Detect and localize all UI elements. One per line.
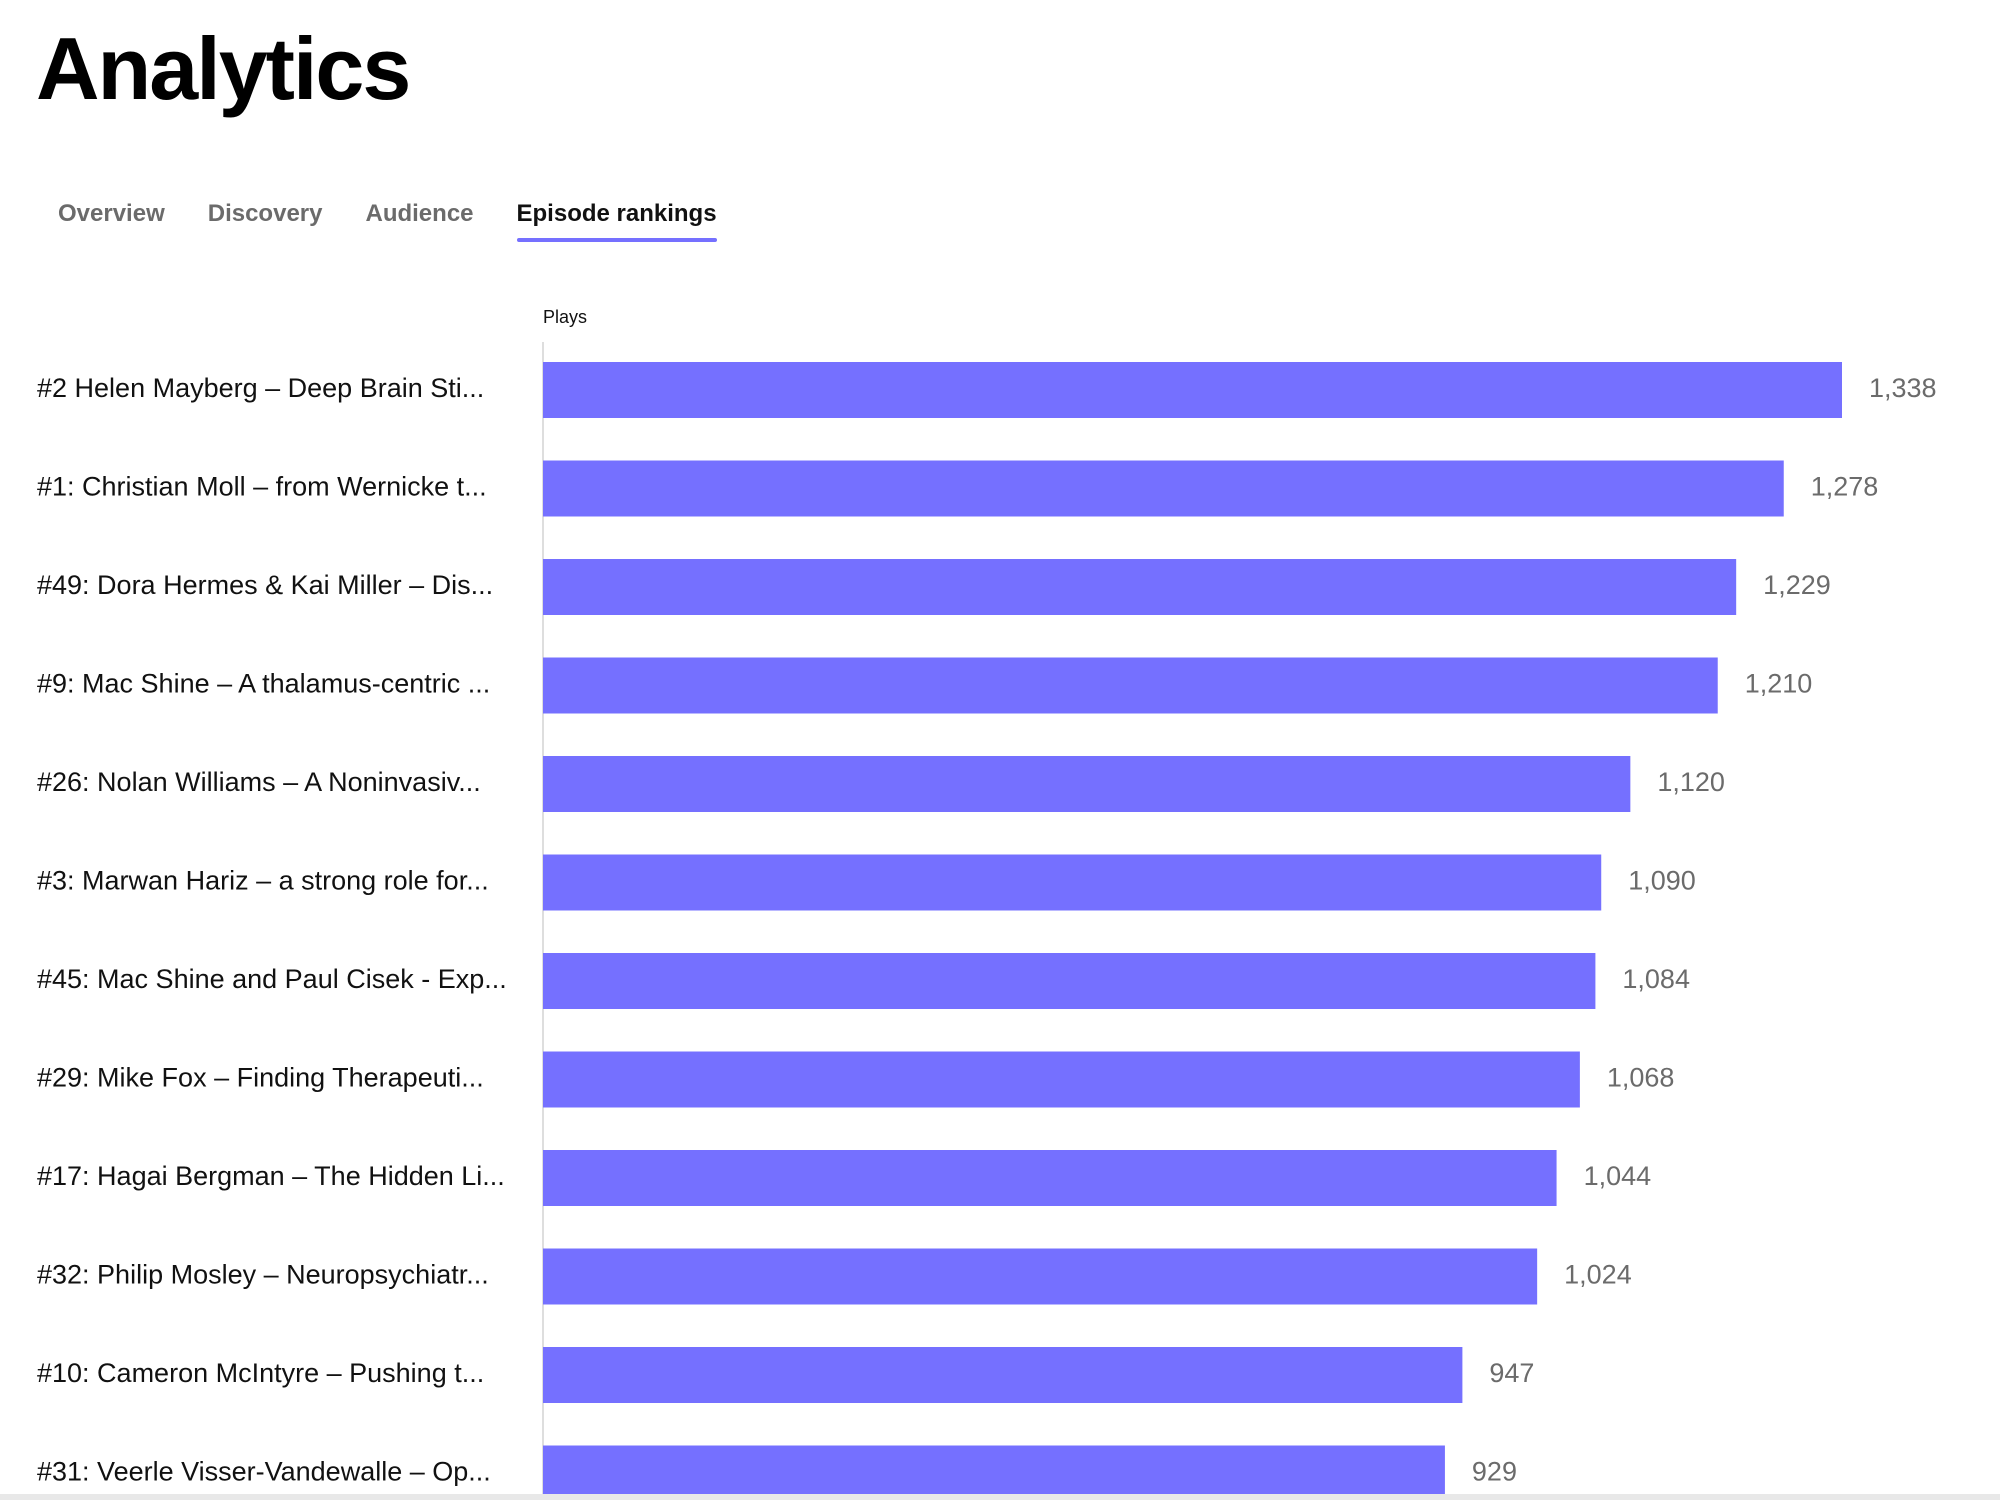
episode-label: #49: Dora Hermes & Kai Miller – Dis... [37, 570, 493, 600]
plays-value-label: 1,338 [1869, 373, 1937, 403]
plays-bar[interactable] [543, 1248, 1538, 1305]
episode-label: #1: Christian Moll – from Wernicke t... [37, 472, 487, 502]
chart-axis-label: Plays [543, 307, 588, 327]
plays-bar[interactable] [543, 854, 1602, 911]
analytics-tabs: Overview Discovery Audience Episode rank… [58, 200, 760, 242]
plays-bar[interactable] [543, 1150, 1557, 1206]
plays-value-label: 1,044 [1584, 1161, 1652, 1191]
plays-bar[interactable] [543, 1051, 1580, 1108]
plays-value-label: 1,278 [1811, 472, 1879, 502]
episode-label: #17: Hagai Bergman – The Hidden Li... [37, 1161, 505, 1191]
plays-value-label: 1,024 [1564, 1260, 1632, 1290]
plays-value-label: 947 [1489, 1358, 1534, 1388]
chart-axis-line [542, 342, 544, 1500]
plays-value-label: 1,229 [1763, 570, 1831, 600]
plays-bar[interactable] [543, 756, 1631, 812]
plays-bar[interactable] [543, 1347, 1463, 1403]
tab-episode-rankings[interactable]: Episode rankings [516, 200, 717, 242]
tab-overview[interactable]: Overview [58, 200, 165, 227]
plays-bar[interactable] [543, 1445, 1445, 1500]
plays-value-label: 1,084 [1622, 964, 1690, 994]
episode-label: #3: Marwan Hariz – a strong role for... [37, 866, 489, 896]
tab-audience[interactable]: Audience [365, 200, 474, 227]
episode-label: #26: Nolan Williams – A Noninvasiv... [37, 767, 481, 797]
episode-label: #2 Helen Mayberg – Deep Brain Sti... [37, 373, 484, 403]
plays-value-label: 1,120 [1657, 767, 1725, 797]
plays-bar[interactable] [543, 362, 1842, 418]
episode-label: #31: Veerle Visser-Vandewalle – Op... [37, 1457, 491, 1487]
plays-bar[interactable] [543, 953, 1596, 1009]
plays-value-label: 1,210 [1745, 669, 1813, 699]
plays-bar[interactable] [543, 559, 1737, 615]
plays-value-label: 1,068 [1607, 1063, 1675, 1093]
episode-label: #29: Mike Fox – Finding Therapeuti... [37, 1063, 484, 1093]
tab-discovery[interactable]: Discovery [207, 200, 323, 227]
page-title: Analytics [36, 19, 411, 118]
episode-label: #9: Mac Shine – A thalamus-centric ... [37, 669, 490, 699]
episode-label: #45: Mac Shine and Paul Cisek - Exp... [37, 964, 507, 994]
episode-label: #32: Philip Mosley – Neuropsychiatr... [37, 1260, 489, 1290]
scroll-edge [0, 1494, 2000, 1500]
plays-bar[interactable] [543, 657, 1718, 714]
plays-value-label: 929 [1472, 1457, 1517, 1487]
plays-value-label: 1,090 [1628, 866, 1696, 896]
episode-label: #10: Cameron McIntyre – Pushing t... [37, 1358, 484, 1388]
plays-bar[interactable] [543, 460, 1784, 517]
